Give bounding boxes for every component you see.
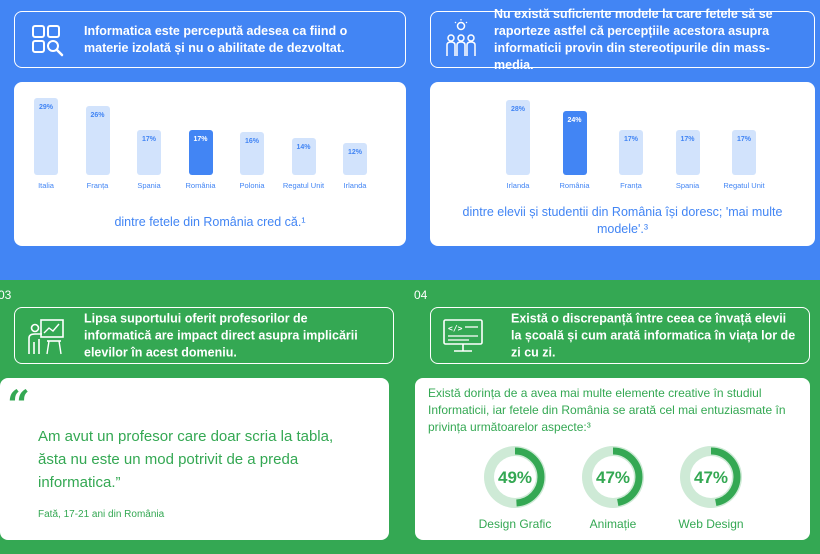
lightbulb-people-icon — [446, 18, 476, 56]
section-number-03: 03 — [0, 288, 12, 302]
teacher-presentation-icon — [28, 318, 64, 354]
top-left-header: Informatica este percepută adesea ca fii… — [14, 11, 406, 68]
creative-intro-text: Există dorința de a avea mai multe eleme… — [428, 386, 786, 434]
bar-label-regatul-unit: Regatul Unit — [723, 181, 765, 190]
ring-animatie: 47% — [582, 446, 644, 508]
section-number-04: 04 — [414, 288, 428, 302]
bar-label-romania: România — [559, 181, 590, 190]
ring-progress-arc — [681, 447, 741, 507]
bottom-right-header: </> Există o discrepanță între ceea ce î… — [430, 307, 810, 364]
ring-design-grafic: 49% — [484, 446, 546, 508]
bar-spania — [675, 129, 700, 175]
ring-value: 49% — [498, 468, 532, 487]
bar-value-spania: 17% — [680, 135, 695, 143]
bar-label-franta: Franța — [620, 181, 642, 190]
bar-polonia — [240, 132, 264, 175]
bar-value-romania: 17% — [193, 135, 208, 143]
quote-text: Am avut un profesor care doar scria la t… — [38, 428, 334, 491]
bar-value-spania: 17% — [141, 135, 156, 143]
ring-value: 47% — [694, 468, 728, 487]
svg-text:</>: </> — [448, 324, 463, 333]
ring-hole — [494, 456, 536, 498]
top-right-chart-card: 28% Irlanda 24% România 17% Franța 17% Spania 17… — [430, 82, 815, 246]
bar-label-polonia: Polonia — [239, 181, 265, 190]
bar-romania — [562, 111, 587, 175]
top-left-header-text: Informatica este percepută adesea ca fii… — [84, 23, 348, 55]
creative-card: Există dorința de a avea mai multe eleme… — [415, 378, 810, 540]
bar-value-regatul-unit: 17% — [736, 135, 751, 143]
bar-irlanda — [506, 100, 530, 175]
bar-chart-girls: 29% Italia 26% Franța 17% Spania 17% România 16%… — [14, 82, 406, 202]
ring-charts: 49% 47% 47% — [484, 446, 742, 508]
bar-spania — [137, 129, 161, 175]
ring-progress-arc — [583, 447, 643, 507]
bar-romania — [188, 129, 213, 175]
top-left-caption: dintre fetele din România cred că.¹ — [114, 215, 306, 229]
bottom-left-header: Lipsa suportului oferit profesorilor de … — [14, 307, 394, 364]
bar-value-franta: 26% — [90, 111, 105, 119]
top-left-chart-card: 29% Italia 26% Franța 17% Spania 17% România 16%… — [14, 82, 406, 246]
bar-value-franta: 17% — [623, 135, 638, 143]
bar-regatul-unit — [732, 129, 756, 175]
ring-caption-design-grafic: Design Grafic — [478, 517, 552, 531]
grid-search-icon — [32, 24, 64, 56]
bar-value-irlanda: 28% — [510, 106, 525, 114]
quote-card: “ Am avut un profesor care doar scria la… — [0, 378, 389, 540]
bar-label-spania: Spania — [137, 181, 161, 190]
bottom-left-header-text: Lipsa suportului oferit profesorilor de … — [84, 311, 358, 359]
bar-value-polonia: 16% — [244, 138, 259, 146]
ring-value: 47% — [596, 468, 630, 487]
top-right-caption: dintre elevii și studentii din România î… — [462, 205, 783, 236]
bar-value-regatul-unit: 14% — [296, 143, 311, 151]
bar-label-irlanda: Irlanda — [343, 181, 367, 190]
bar-italia — [34, 97, 58, 175]
bar-chart-role-models: 28% Irlanda 24% România 17% Franța 17% Spania 17… — [430, 82, 815, 202]
bar-franta — [85, 105, 110, 175]
bar-label-irlanda: Irlanda — [506, 181, 530, 190]
bar-label-spania: Spania — [675, 181, 700, 190]
bar-label-romania: România — [185, 181, 216, 190]
bar-regatul-unit — [291, 137, 316, 175]
bar-label-regatul-unit: Regatul Unit — [282, 181, 325, 190]
bar-value-irlanda: 12% — [347, 149, 362, 156]
bar-franta — [619, 129, 643, 175]
bar-value-italia: 29% — [38, 103, 53, 111]
bar-label-italia: Italia — [38, 181, 54, 190]
bar-irlanda — [343, 143, 367, 175]
top-right-header: Nu există suficiente modele la care fete… — [430, 7, 815, 72]
ring-web-design: 47% — [680, 446, 742, 508]
quote-source: Fată, 17-21 ani din România — [38, 509, 165, 520]
top-right-header-text: Nu există suficiente modele la care fete… — [494, 6, 773, 72]
bottom-right-header-text: Există o discrepanță între ceea ce învaț… — [511, 311, 796, 359]
ring-caption-web-design: Web Design — [678, 517, 744, 531]
code-monitor-icon: </> — [443, 318, 483, 352]
bar-label-franta: Franța — [86, 181, 109, 190]
ring-progress-arc — [485, 447, 545, 507]
ring-caption-animatie: Animație — [589, 517, 637, 531]
ring-hole — [592, 456, 634, 498]
bar-value-romania: 24% — [567, 117, 582, 124]
quote-mark-icon: “ — [7, 382, 31, 429]
ring-hole — [690, 456, 732, 498]
